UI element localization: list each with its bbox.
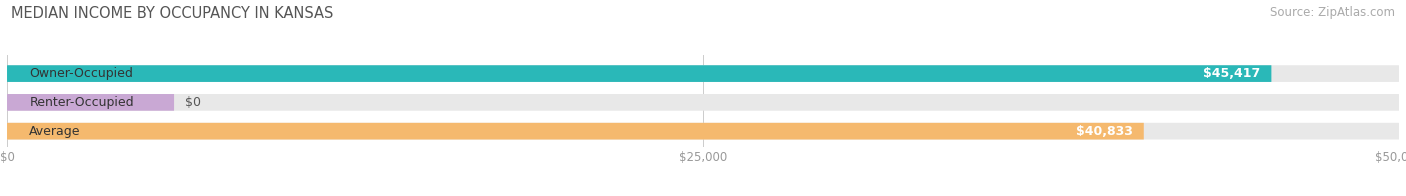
FancyBboxPatch shape [7,65,1271,82]
Text: $40,833: $40,833 [1076,125,1133,138]
Text: Source: ZipAtlas.com: Source: ZipAtlas.com [1270,6,1395,19]
FancyBboxPatch shape [7,94,1399,111]
FancyBboxPatch shape [7,123,1399,140]
FancyBboxPatch shape [7,94,174,111]
Text: Owner-Occupied: Owner-Occupied [30,67,134,80]
Text: $0: $0 [186,96,201,109]
FancyBboxPatch shape [7,65,1399,82]
FancyBboxPatch shape [7,123,1143,140]
Text: Average: Average [30,125,80,138]
Text: $45,417: $45,417 [1204,67,1260,80]
Text: MEDIAN INCOME BY OCCUPANCY IN KANSAS: MEDIAN INCOME BY OCCUPANCY IN KANSAS [11,6,333,21]
Text: Renter-Occupied: Renter-Occupied [30,96,134,109]
